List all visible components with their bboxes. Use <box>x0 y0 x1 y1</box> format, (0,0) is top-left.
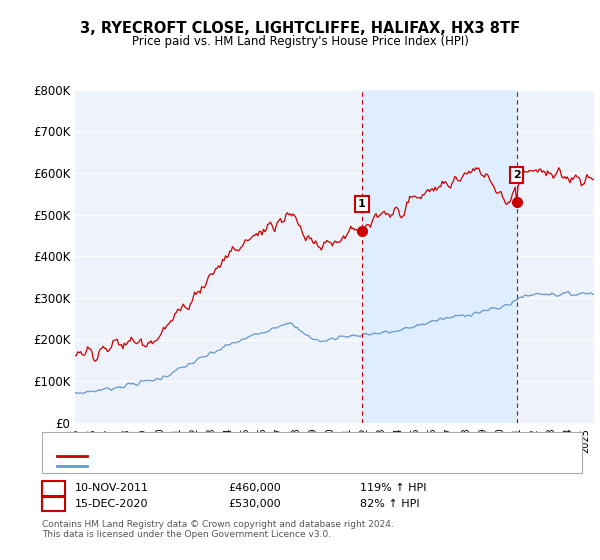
Text: 2: 2 <box>49 497 58 511</box>
Text: 3, RYECROFT CLOSE, LIGHTCLIFFE, HALIFAX, HX3 8TF (detached house): 3, RYECROFT CLOSE, LIGHTCLIFFE, HALIFAX,… <box>93 451 448 461</box>
Text: Price paid vs. HM Land Registry's House Price Index (HPI): Price paid vs. HM Land Registry's House … <box>131 35 469 48</box>
Text: 15-DEC-2020: 15-DEC-2020 <box>75 499 149 509</box>
Text: 3, RYECROFT CLOSE, LIGHTCLIFFE, HALIFAX, HX3 8TF: 3, RYECROFT CLOSE, LIGHTCLIFFE, HALIFAX,… <box>80 21 520 36</box>
Text: 1: 1 <box>358 199 366 209</box>
Text: £460,000: £460,000 <box>228 483 281 493</box>
Text: HPI: Average price, detached house, Calderdale: HPI: Average price, detached house, Cald… <box>93 461 331 471</box>
Text: 82% ↑ HPI: 82% ↑ HPI <box>360 499 419 509</box>
Text: 1: 1 <box>49 482 58 495</box>
Text: £530,000: £530,000 <box>228 499 281 509</box>
Text: 119% ↑ HPI: 119% ↑ HPI <box>360 483 427 493</box>
Text: 2: 2 <box>513 170 521 180</box>
Text: Contains HM Land Registry data © Crown copyright and database right 2024.
This d: Contains HM Land Registry data © Crown c… <box>42 520 394 539</box>
Bar <box>362 90 517 423</box>
Text: 10-NOV-2011: 10-NOV-2011 <box>75 483 149 493</box>
